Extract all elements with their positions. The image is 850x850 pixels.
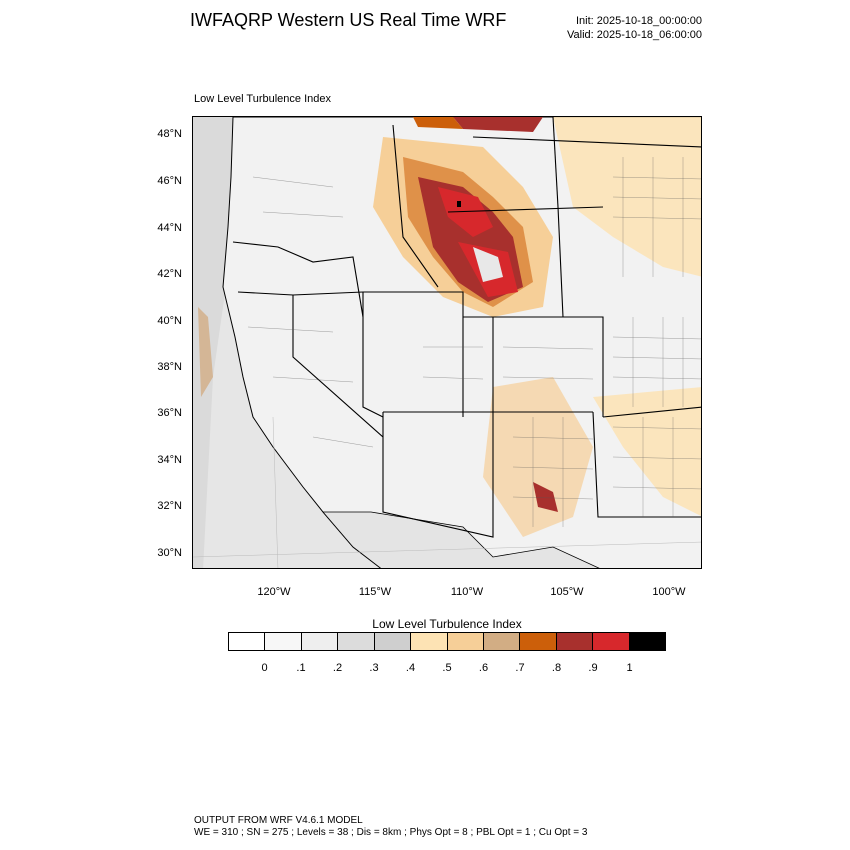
legend-title: Low Level Turbulence Index [372,617,522,631]
map-panel [192,116,702,569]
init-valid-times: Init: 2025-10-18_00:00:00 Valid: 2025-10… [567,14,702,42]
legend-swatch [265,633,302,650]
legend-swatch [411,633,448,650]
latitude-label: 34°N [157,454,182,466]
coastal-index-area [198,307,213,397]
latitude-label: 46°N [157,175,182,187]
legend-swatch [629,633,666,650]
graticule [193,416,701,568]
longitude-label: 110°W [450,586,484,598]
longitude-label: 115°W [358,586,392,598]
mexico-area [322,511,600,568]
legend-tick-label: 1 [626,662,633,674]
latitude-label: 42°N [157,268,182,280]
plot-title: IWFAQRP Western US Real Time WRF [190,10,507,30]
high-index-area-canada [453,117,543,132]
legend-tick-label: 0 [261,662,268,674]
model-footer: OUTPUT FROM WRF V4.6.1 MODEL WE = 310 ; … [194,815,587,839]
legend-swatch [374,633,412,650]
low-index-area-southwest [483,377,593,537]
low-index-area-south-plains [593,387,701,516]
legend-tick-label: .2 [332,662,343,674]
valid-time: Valid: 2025-10-18_06:00:00 [567,29,702,41]
legend-tick-label: .9 [588,662,598,674]
legend-swatch [483,633,521,650]
very-high-index-area-north [438,187,493,237]
longitude-axis: 120°W 115°W 110°W 105°W 100°W [192,586,702,602]
legend-tick-label: .1 [296,662,306,674]
latitude-label: 38°N [157,361,182,373]
init-time: Init: 2025-10-18_00:00:00 [576,15,702,27]
legend-swatch [520,633,557,650]
legend-swatch [447,633,484,650]
legend-tick-label: .4 [405,662,416,674]
map-subtitle: Low Level Turbulence Index [194,93,331,105]
state-boundaries [232,117,701,538]
elevated-index-area-canada [413,117,463,129]
low-index-area-north-plains [553,117,701,277]
legend-swatch [338,633,375,650]
legend-tick-label: .7 [515,662,525,674]
legend-swatch [301,633,339,650]
turbulence-map [193,117,701,568]
latitude-label: 36°N [157,407,182,419]
legend-swatch [593,633,630,650]
legend-swatch [229,633,266,650]
legend-tick-label: .3 [369,662,379,674]
latitude-label: 30°N [157,547,182,559]
legend-tick-label: .5 [442,662,452,674]
footer-line-2: WE = 310 ; SN = 275 ; Levels = 38 ; Dis … [194,827,588,838]
county-boundaries [247,157,701,527]
latitude-label: 32°N [157,500,182,512]
latitude-label: 44°N [157,222,182,234]
footer-line-1: OUTPUT FROM WRF V4.6.1 MODEL [194,815,363,826]
longitude-label: 105°W [550,586,584,598]
legend-swatch [556,633,594,650]
max-index-cell [457,201,461,207]
basin-gap [473,247,503,282]
longitude-label: 100°W [652,586,686,598]
high-index-area-new-mexico [533,482,558,512]
legend-tick-label: .8 [551,662,562,674]
longitude-label: 120°W [257,586,291,598]
latitude-label: 40°N [157,315,182,327]
latitude-axis: 48°N 46°N 44°N 42°N 40°N 38°N 36°N 34°N 32°N 30°N [136,116,182,569]
color-legend-bar [228,632,666,651]
ocean-shading [193,117,253,568]
legend-tick-labels: 0 .1 .2 .3 .4 .5 .6 .7 .8 .9 1 [228,662,666,676]
legend-tick-label: .6 [478,662,489,674]
latitude-label: 48°N [157,128,182,140]
